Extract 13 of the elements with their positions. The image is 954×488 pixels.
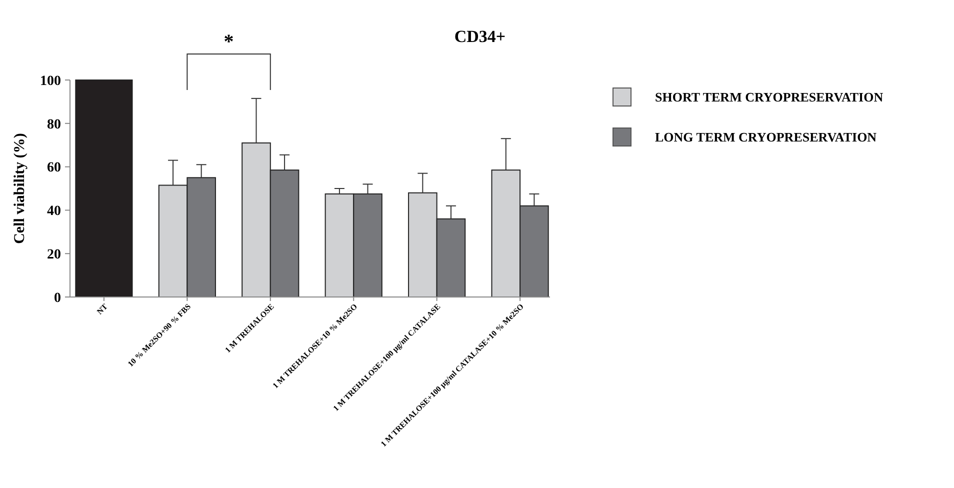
legend-label: LONG TERM CRYOPRESERVATION	[655, 130, 878, 145]
y-tick-label: 20	[47, 248, 61, 262]
bar	[75, 80, 133, 298]
y-tick-label: 80	[47, 117, 61, 132]
legend-label: SHORT TERM CRYOPRESERVATION	[655, 90, 884, 105]
x-tick-label: NT	[95, 302, 110, 316]
y-tick-label: 60	[47, 160, 61, 176]
y-tick-label: 0	[54, 290, 61, 306]
y-tick-label: 40	[47, 204, 61, 220]
y-tick-label: 100	[40, 74, 61, 89]
y-axis-title: Cell viability (%)	[12, 133, 28, 244]
text: *	[224, 31, 234, 53]
chart-title: CD34+	[454, 27, 506, 46]
